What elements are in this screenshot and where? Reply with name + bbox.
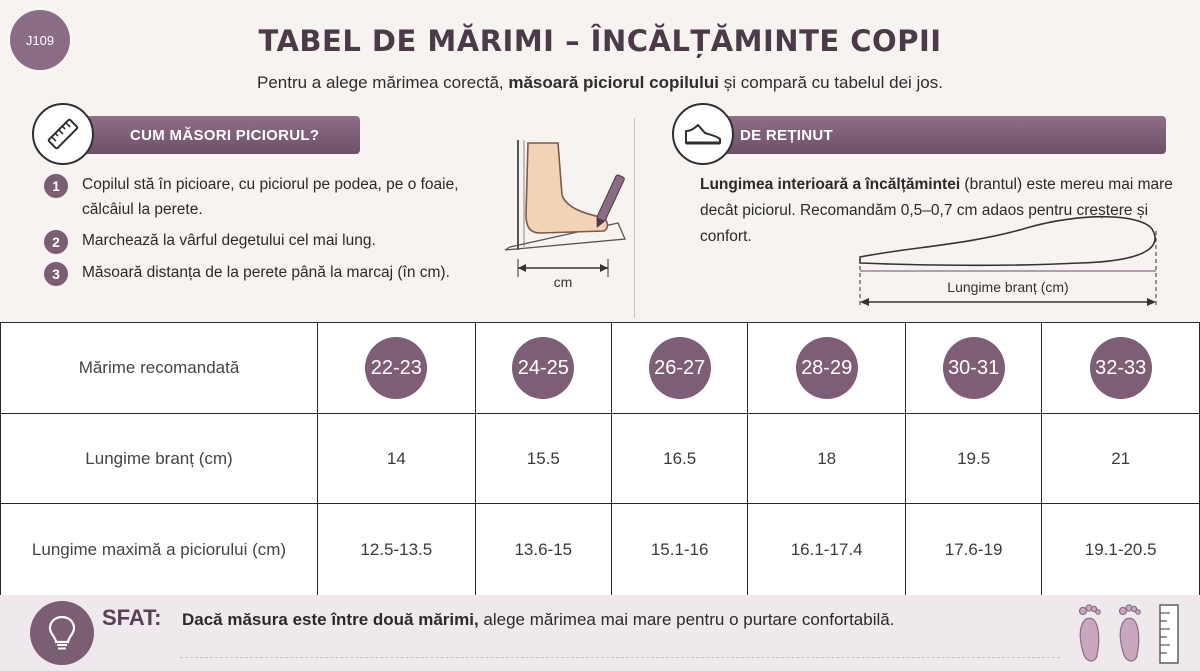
- step-text: Marchează la vârful degetului cel mai lu…: [82, 232, 376, 249]
- footprints-icon: [1078, 604, 1141, 662]
- table-cell: 18: [747, 413, 906, 504]
- lightbulb-icon: [30, 601, 94, 665]
- size-cell: 32-33: [1041, 322, 1200, 414]
- remember-banner: DE REȚINUT: [706, 116, 1166, 154]
- remember-note: Lungimea interioară a încălțămintei (bra…: [700, 172, 1175, 250]
- size-value: 32-33: [1089, 337, 1152, 399]
- step-number: 1: [44, 174, 68, 198]
- insole-length-label: Lungime branț (cm): [947, 279, 1068, 295]
- step-number: 2: [44, 230, 68, 254]
- step-text: Măsoară distanța de la perete până la ma…: [82, 264, 450, 281]
- tip-bar: SFAT: Dacă măsura este între două mărimi…: [0, 595, 1200, 671]
- tip-text-rest: alege mărimea mai mare pentru o purtare …: [478, 610, 895, 629]
- row-header: Lungime maximă a piciorului (cm): [0, 503, 318, 596]
- product-code-badge: J109: [10, 10, 70, 70]
- row-header: Lungime branț (cm): [0, 413, 318, 504]
- table-cell: 21: [1041, 413, 1200, 504]
- measure-scale-icon: [1159, 604, 1179, 664]
- table-cell: 15.5: [474, 413, 612, 504]
- remember-bold: Lungimea interioară a încălțămintei: [700, 176, 961, 193]
- size-cell: 24-25: [474, 322, 612, 414]
- size-value: 24-25: [512, 337, 575, 399]
- remember-text: (brantul) este mereu mai mare decât pici…: [700, 176, 1173, 245]
- table-row-insole: Lungime branț (cm) 14 15.5 16.5 18 19.5 …: [0, 413, 1200, 504]
- how-to-banner: CUM MĂSORI PICIORUL?: [66, 116, 360, 154]
- subtitle-text-end: și compară cu tabelul dei jos.: [719, 73, 943, 92]
- table-cell: 15.1-16: [610, 503, 749, 596]
- product-code: J109: [25, 32, 55, 48]
- measure-steps: 1 Copilul stă în picioare, cu piciorul p…: [44, 172, 514, 292]
- table-cell: 13.6-15: [474, 503, 612, 596]
- size-table: Mărime recomandată 22-23 24-25 26-27 28-…: [0, 322, 1200, 596]
- step-2: 2 Marchează la vârful degetului cel mai …: [44, 228, 514, 254]
- step-1: 1 Copilul stă în picioare, cu piciorul p…: [44, 172, 514, 222]
- illustration-cm-label: cm: [554, 274, 573, 290]
- shoe-icon: [672, 103, 734, 165]
- tip-divider: [180, 657, 1060, 658]
- size-value: 26-27: [648, 337, 711, 399]
- step-number: 3: [44, 262, 68, 286]
- size-value: 22-23: [365, 337, 428, 399]
- table-row-sizes: Mărime recomandată 22-23 24-25 26-27 28-…: [0, 322, 1200, 414]
- table-cell: 19.5: [904, 413, 1043, 504]
- row-header: Mărime recomandată: [0, 322, 318, 414]
- size-cell: 22-23: [317, 322, 476, 414]
- step-text: Copilul stă în picioare, cu piciorul pe …: [82, 176, 459, 218]
- table-cell: 17.6-19: [904, 503, 1043, 596]
- tip-text: Dacă măsura este între două mărimi, aleg…: [182, 610, 894, 630]
- page-subtitle: Pentru a alege mărimea corectă, măsoară …: [0, 73, 1200, 93]
- tip-label: SFAT:: [102, 605, 162, 630]
- table-cell: 16.5: [610, 413, 749, 504]
- table-row-max-foot: Lungime maximă a piciorului (cm) 12.5-13…: [0, 503, 1200, 596]
- page-title: TABEL DE MĂRIMI – ÎNCĂLȚĂMINTE COPII: [258, 24, 942, 58]
- ruler-icon: [32, 103, 94, 165]
- foot-measure-illustration: cm: [504, 140, 626, 290]
- how-to-heading: CUM MĂSORI PICIORUL?: [130, 126, 320, 144]
- table-cell: 19.1-20.5: [1041, 503, 1200, 596]
- table-cell: 12.5-13.5: [317, 503, 476, 596]
- insole-illustration: Lungime branț (cm): [859, 215, 1157, 306]
- size-cell: 30-31: [904, 322, 1043, 414]
- subtitle-bold: măsoară piciorul copilului: [508, 73, 720, 92]
- table-cell: 14: [317, 413, 476, 504]
- subtitle-text: Pentru a alege mărimea corectă,: [257, 73, 509, 92]
- size-value: 28-29: [795, 337, 858, 399]
- step-3: 3 Măsoară distanța de la perete până la …: [44, 260, 514, 286]
- size-cell: 26-27: [610, 322, 749, 414]
- section-divider: [634, 118, 635, 318]
- remember-heading: DE REȚINUT: [740, 126, 833, 144]
- size-value: 30-31: [942, 337, 1005, 399]
- tip-bold: Dacă măsura este între două mărimi,: [182, 610, 479, 629]
- size-cell: 28-29: [747, 322, 906, 414]
- table-cell: 16.1-17.4: [747, 503, 906, 596]
